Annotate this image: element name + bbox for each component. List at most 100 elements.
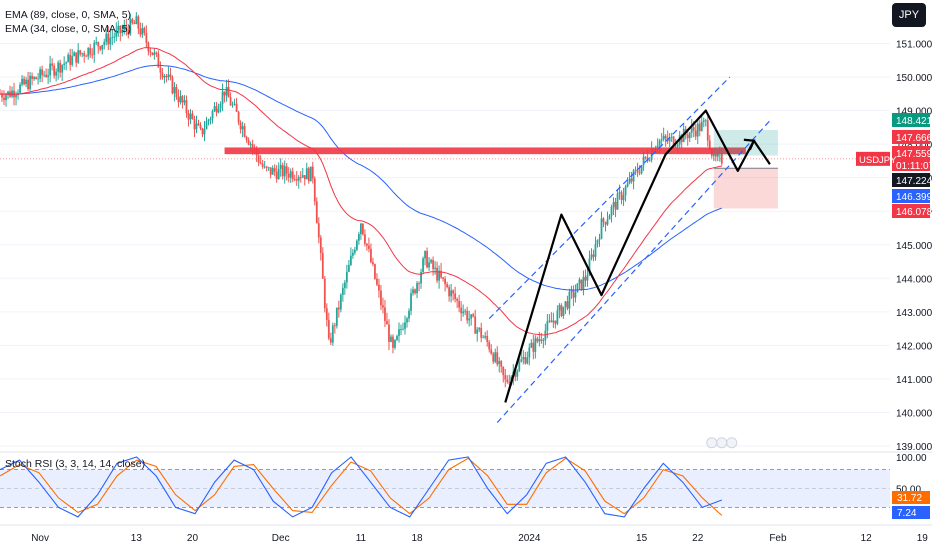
candle-body (65, 62, 68, 64)
price-tick-label: 143.000 (896, 308, 932, 319)
candle-body (634, 169, 637, 171)
candle-body (343, 282, 346, 289)
candle-body (347, 264, 350, 272)
price-label-box (892, 130, 930, 144)
price-tick-label: 149.000 (896, 107, 932, 118)
candle-body (716, 153, 719, 157)
time-tick-label: 18 (411, 533, 423, 544)
candle-body (337, 307, 340, 310)
candle-body (518, 361, 521, 371)
candle-body (199, 125, 202, 129)
candle-body (466, 310, 469, 321)
candle-body (315, 201, 318, 224)
candle-body (578, 279, 581, 284)
candle-body (313, 178, 316, 202)
candle-body (45, 74, 48, 77)
candle-body (3, 97, 5, 101)
candle-body (574, 292, 577, 298)
candle-body (696, 123, 699, 137)
candle-body (368, 245, 370, 249)
candle-body (259, 162, 262, 164)
candle-body (470, 314, 473, 319)
candle-body (233, 103, 236, 105)
price-tick-label: 139.000 (896, 442, 932, 453)
candle-body (261, 163, 264, 167)
candle-body (159, 67, 162, 73)
candle-body (642, 156, 645, 165)
price-label-box (892, 146, 930, 160)
channel-lower-line (496, 120, 771, 423)
candle-body (169, 74, 172, 77)
candle-body (596, 240, 599, 245)
candle-body (309, 166, 312, 182)
candle-body (215, 106, 218, 113)
candle-body (287, 173, 290, 178)
candle-body (61, 64, 64, 73)
candle-body (400, 329, 402, 330)
candle-body (235, 103, 238, 112)
candle-body (378, 284, 380, 291)
candle-body (283, 166, 286, 177)
candle-body (103, 41, 106, 45)
candle-body (241, 126, 244, 130)
candle-body (568, 291, 571, 309)
candle-body (87, 47, 90, 57)
candle-body (147, 42, 150, 52)
candle-body (402, 328, 404, 330)
candle-body (406, 318, 408, 323)
candle-body (229, 97, 232, 106)
candle-body (638, 172, 641, 174)
indicator-label: EMA (34, close, 0, SMA, 5) (5, 23, 131, 35)
price-label-box (892, 204, 930, 218)
candle-body (702, 120, 705, 122)
candle-body (720, 152, 723, 164)
candle-body (119, 25, 122, 34)
candle-body (496, 352, 499, 365)
candle-body (380, 290, 382, 306)
candle-body (177, 97, 180, 103)
stoch-value-box (892, 506, 930, 519)
candle-body (404, 322, 406, 329)
candle-body (622, 195, 625, 201)
time-tick-label: 12 (861, 533, 873, 544)
candle-body (540, 339, 543, 341)
candle-body (157, 53, 160, 68)
candle-body (143, 28, 146, 33)
candle-body (179, 96, 182, 103)
candle-body (79, 50, 82, 55)
candle-body (107, 33, 110, 45)
candle-body (508, 381, 511, 384)
candle-body (223, 91, 226, 96)
stoch-pane: Stoch RSI (3, 3, 14, 14, close) 100.00 50.… (0, 453, 930, 519)
candle-body (109, 37, 112, 45)
currency-button[interactable]: JPY (892, 3, 926, 27)
symbol-tag-box (856, 151, 890, 166)
candle-body (331, 325, 334, 343)
candle-body (676, 144, 679, 147)
candle-body (366, 243, 368, 246)
candle-body (171, 76, 174, 94)
candle-body (173, 87, 176, 94)
candle-body (25, 79, 27, 85)
candle-body (125, 26, 128, 30)
price-label-text: 146.078 (896, 207, 932, 218)
candle-body (101, 44, 104, 50)
candle-body (514, 371, 517, 377)
indicator-label: EMA (89, close, 0, SMA, 5) (5, 9, 131, 21)
candle-body (692, 127, 695, 131)
candle-body (446, 284, 449, 288)
candle-body (149, 51, 152, 53)
candle-body (203, 129, 206, 135)
candle-body (351, 252, 354, 256)
candle-body (47, 75, 50, 77)
candle-body (205, 121, 208, 130)
candle-body (486, 335, 489, 343)
candle-body (624, 186, 627, 196)
candle-body (265, 166, 268, 168)
candle-body (81, 53, 84, 55)
candle-body (558, 305, 561, 311)
candle-body (490, 349, 493, 354)
candle-body (628, 178, 631, 184)
candle-body (564, 301, 567, 307)
time-tick-label: 11 (356, 533, 367, 544)
